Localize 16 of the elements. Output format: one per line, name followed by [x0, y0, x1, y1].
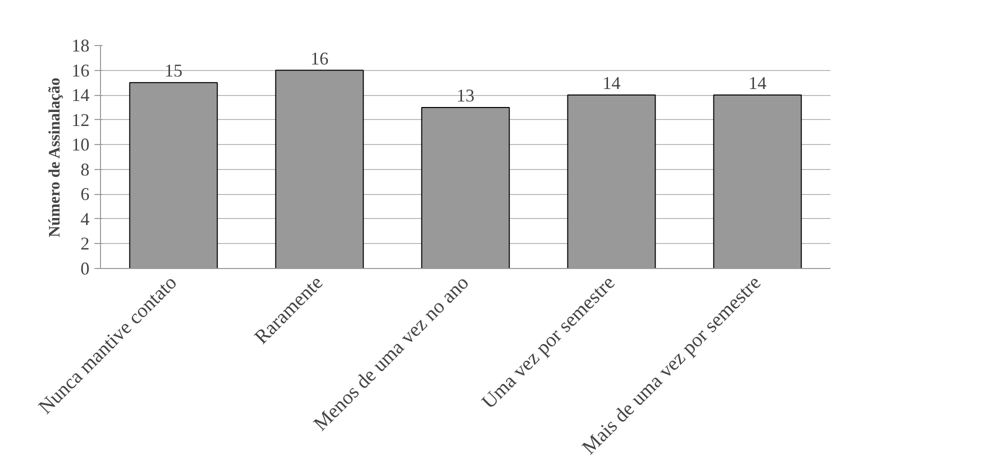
y-tick-label: 18 [72, 36, 90, 56]
data-label: 14 [602, 73, 620, 94]
data-label: 14 [748, 73, 766, 94]
y-tick-label: 6 [80, 184, 90, 204]
y-tick-label: 4 [80, 208, 90, 229]
y-tick-label: 8 [80, 159, 90, 180]
data-label: 13 [456, 85, 474, 106]
y-tick-label: 12 [72, 110, 90, 130]
y-tick-label: 2 [80, 234, 90, 254]
y-axis-title: Número de Assinalação [46, 78, 64, 238]
y-tick-label: 0 [80, 258, 90, 278]
data-label: 16 [310, 48, 328, 68]
y-tick-label: 16 [72, 60, 90, 80]
data-label: 15 [164, 60, 182, 81]
y-tick-label: 14 [72, 85, 90, 106]
y-tick-label: 10 [72, 134, 90, 155]
